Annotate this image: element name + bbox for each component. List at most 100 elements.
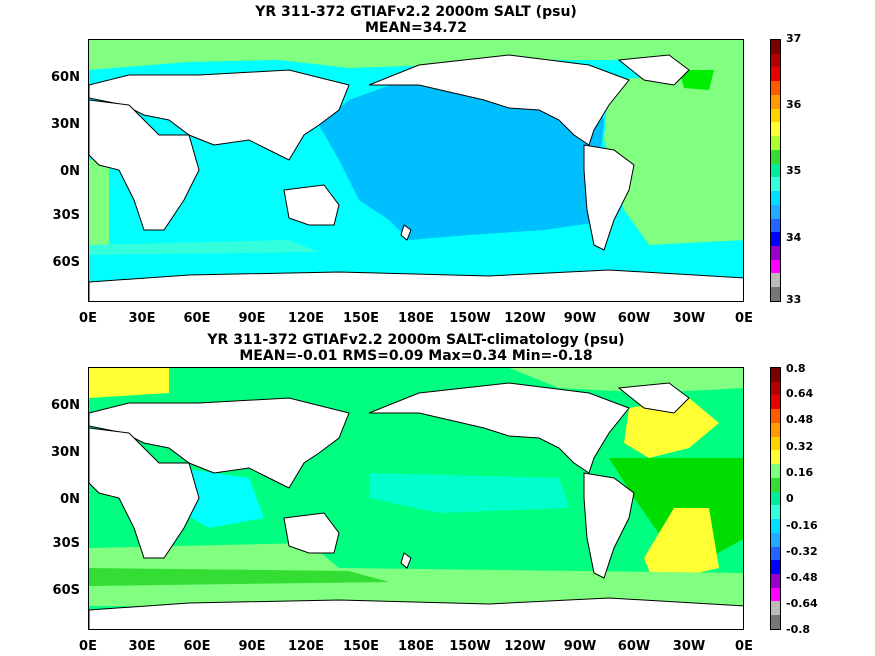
new-zealand bbox=[400, 552, 412, 569]
pacific-equatorial-band bbox=[369, 473, 569, 513]
lat-label: 0N bbox=[60, 164, 80, 179]
lon-label: 90E bbox=[238, 639, 266, 654]
colorbar-label: 0.48 bbox=[786, 413, 814, 426]
lat-label: 60S bbox=[52, 583, 80, 598]
colorbar-label: -0.16 bbox=[786, 519, 818, 532]
greenland bbox=[617, 54, 690, 86]
lon-label: 90W bbox=[563, 311, 597, 326]
lon-label: 60W bbox=[617, 311, 651, 326]
lon-label: 150E bbox=[342, 311, 380, 326]
lon-label: 180E bbox=[397, 639, 435, 654]
atlantic-region bbox=[604, 70, 743, 245]
lat-label: 60S bbox=[52, 255, 80, 270]
colorbar-segment bbox=[771, 422, 780, 437]
colorbar-segment bbox=[771, 409, 780, 423]
arctic-positive-anomaly bbox=[89, 368, 169, 398]
colorbar-segment bbox=[771, 246, 780, 260]
lon-label: 150W bbox=[449, 639, 491, 654]
colorbar-label: -0.48 bbox=[786, 571, 818, 584]
arctic-green bbox=[509, 368, 743, 393]
south-america bbox=[583, 472, 635, 579]
australia bbox=[283, 184, 340, 226]
lon-label: 120E bbox=[287, 311, 325, 326]
colorbar-segment bbox=[771, 273, 780, 288]
salt-map-canvas bbox=[89, 40, 743, 301]
colorbar-segment bbox=[771, 464, 780, 478]
lon-label: 30E bbox=[128, 311, 156, 326]
colorbar-segment bbox=[771, 259, 780, 274]
lon-label: 150E bbox=[342, 639, 380, 654]
greenland bbox=[617, 382, 690, 414]
colorbar-label: 33 bbox=[786, 293, 802, 306]
colorbar-label: -0.8 bbox=[786, 623, 811, 636]
colorbar-segment bbox=[771, 287, 780, 301]
north-america bbox=[368, 382, 630, 474]
north-america bbox=[368, 54, 630, 146]
colorbar-segment bbox=[771, 191, 780, 205]
colorbar-segment bbox=[771, 177, 780, 192]
colorbar-segment bbox=[771, 136, 780, 150]
pacific-low-salinity bbox=[319, 80, 614, 240]
lat-label: 30N bbox=[51, 445, 80, 460]
colorbar-segment bbox=[771, 67, 780, 82]
colorbar-label: 0 bbox=[786, 492, 794, 505]
colorbar-segment bbox=[771, 218, 780, 233]
colorbar-segment bbox=[771, 574, 780, 588]
lat-label: 30N bbox=[51, 117, 80, 132]
colorbar-segment bbox=[771, 108, 780, 123]
southern-band bbox=[89, 543, 743, 608]
south-indian-band bbox=[89, 240, 319, 255]
lon-label: 30E bbox=[128, 639, 156, 654]
colorbar-segment bbox=[771, 53, 780, 68]
colorbar-label: 0.32 bbox=[786, 440, 814, 453]
lon-label: 120E bbox=[287, 639, 325, 654]
colorbar-segment bbox=[771, 368, 780, 382]
colorbar-segment bbox=[771, 587, 780, 602]
lon-label: 90W bbox=[563, 639, 597, 654]
lon-label: 0E bbox=[735, 311, 753, 326]
map-title-line1: YR 311-372 GTIAFv2.2 2000m SALT (psu) bbox=[255, 4, 577, 20]
colorbar-segment bbox=[771, 81, 780, 95]
map-title-line2: MEAN=34.72 bbox=[364, 20, 468, 36]
lat-label: 30S bbox=[52, 208, 80, 223]
colorbar-segment bbox=[771, 491, 780, 506]
salt-map bbox=[88, 39, 744, 302]
salt-anomaly-panel: YR 311-372 GTIAFv2.2 2000m SALT-climatol… bbox=[0, 328, 875, 656]
colorbar-segment bbox=[771, 560, 780, 575]
colorbar-label: 0.8 bbox=[786, 362, 806, 375]
lon-label: 0E bbox=[79, 311, 97, 326]
colorbar-segment bbox=[771, 395, 780, 410]
antarctica bbox=[89, 597, 743, 629]
salt-panel: YR 311-372 GTIAFv2.2 2000m SALT (psu) ME… bbox=[51, 4, 802, 326]
southern-band-dark bbox=[89, 568, 389, 586]
map-title-line2: MEAN=-0.01 RMS=0.09 Max=0.34 Min=-0.18 bbox=[239, 348, 593, 364]
lon-label: 90E bbox=[238, 311, 266, 326]
lon-label: 120W bbox=[504, 639, 546, 654]
lon-label: 150W bbox=[449, 311, 491, 326]
colorbar-segment bbox=[771, 436, 780, 451]
colorbar-label: 34 bbox=[786, 231, 802, 244]
colorbar-segment bbox=[771, 532, 780, 547]
colorbar bbox=[770, 39, 781, 302]
colorbar-segment bbox=[771, 381, 780, 396]
lat-label: 60N bbox=[51, 398, 80, 413]
colorbar-segment bbox=[771, 615, 780, 629]
lon-label: 60E bbox=[183, 639, 211, 654]
lon-label: 120W bbox=[504, 311, 546, 326]
lat-label: 60N bbox=[51, 70, 80, 85]
south-america bbox=[583, 144, 635, 251]
colorbar-segment bbox=[771, 40, 780, 54]
salt-anomaly-map bbox=[88, 367, 744, 630]
africa bbox=[89, 99, 200, 231]
colorbar-segment bbox=[771, 94, 780, 109]
colorbar-segment bbox=[771, 232, 780, 247]
colorbar-segment bbox=[771, 546, 780, 561]
colorbar-segment bbox=[771, 519, 780, 533]
colorbar-label: -0.64 bbox=[786, 597, 818, 610]
lon-label: 0E bbox=[735, 639, 753, 654]
australia bbox=[283, 512, 340, 554]
colorbar-segment bbox=[771, 450, 780, 465]
colorbar-label: 0.64 bbox=[786, 387, 814, 400]
north-atlantic-yellow bbox=[624, 398, 719, 458]
colorbar-label: 36 bbox=[786, 98, 802, 111]
